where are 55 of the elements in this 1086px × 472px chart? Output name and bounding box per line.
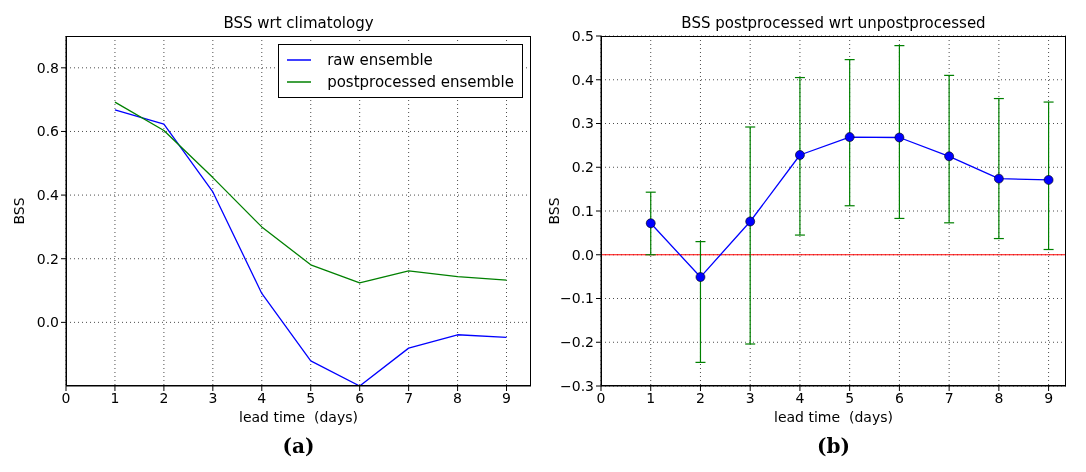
y-axis-title: BSS bbox=[10, 197, 28, 225]
x-tick-label: 5 bbox=[845, 389, 855, 406]
y-tick-label: 0.2 bbox=[36, 250, 59, 267]
line-series bbox=[114, 101, 508, 284]
y-tick-label: 0.5 bbox=[571, 27, 594, 44]
y-tick-label: 0.0 bbox=[36, 314, 59, 331]
point bbox=[645, 218, 656, 229]
y-tick-label: −0.1 bbox=[560, 290, 594, 307]
line-series bbox=[114, 109, 508, 386]
x-tick-label: 7 bbox=[404, 389, 414, 406]
x-tick-label: 2 bbox=[696, 389, 705, 406]
chart-title: BSS wrt climatology bbox=[222, 14, 375, 32]
x-tick-label: 0 bbox=[596, 389, 606, 406]
x-tick-label: 9 bbox=[1044, 389, 1054, 406]
chart-title: BSS postprocessed wrt unpostprocessed bbox=[680, 14, 987, 32]
y-tick-label: 0.3 bbox=[571, 115, 594, 132]
x-tick-label: 8 bbox=[994, 389, 1004, 406]
x-tick-label: 7 bbox=[944, 389, 954, 406]
x-tick-label: 0 bbox=[61, 389, 71, 406]
x-tick-label: 3 bbox=[745, 389, 755, 406]
y-tick-label: 0.4 bbox=[36, 187, 60, 204]
x-axis-title: lead time (days) bbox=[773, 408, 894, 426]
y-axis-title: BSS bbox=[545, 197, 563, 225]
y-tick-label: −0.2 bbox=[560, 334, 594, 351]
legend-label: raw ensemble bbox=[327, 50, 433, 71]
x-tick-label: 4 bbox=[257, 389, 267, 406]
point bbox=[994, 173, 1004, 184]
x-tick-label: 9 bbox=[502, 389, 511, 406]
point bbox=[745, 216, 755, 227]
x-tick-label: 3 bbox=[208, 389, 218, 406]
y-tick-label: 0.4 bbox=[571, 71, 595, 88]
text: (b) bbox=[816, 434, 851, 458]
point bbox=[844, 132, 855, 142]
y-tick-label: 0.2 bbox=[571, 159, 594, 176]
x-tick-label: 5 bbox=[306, 389, 316, 406]
y-tick-label: 0.8 bbox=[36, 59, 59, 76]
y-tick-label: −0.3 bbox=[560, 377, 594, 394]
point bbox=[1043, 175, 1054, 185]
x-tick-label: 6 bbox=[894, 389, 904, 406]
y-tick-label: 0.1 bbox=[571, 202, 594, 219]
y-tick-label: 0.0 bbox=[571, 246, 594, 263]
y-tick-label: 0.6 bbox=[36, 123, 60, 140]
x-tick-label: 8 bbox=[453, 389, 463, 406]
x-tick-label: 6 bbox=[355, 389, 365, 406]
x-tick-label: 1 bbox=[110, 389, 120, 406]
x-tick-label: 1 bbox=[646, 389, 656, 406]
x-tick-label: 2 bbox=[159, 389, 169, 406]
point bbox=[944, 151, 954, 162]
legend-label: postprocessed ensemble bbox=[327, 72, 514, 93]
point bbox=[795, 150, 805, 160]
point bbox=[695, 272, 706, 282]
point bbox=[894, 132, 905, 143]
x-axis-title: lead time (days) bbox=[238, 408, 359, 426]
x-tick-label: 4 bbox=[795, 389, 805, 406]
text: (a) bbox=[281, 434, 316, 458]
